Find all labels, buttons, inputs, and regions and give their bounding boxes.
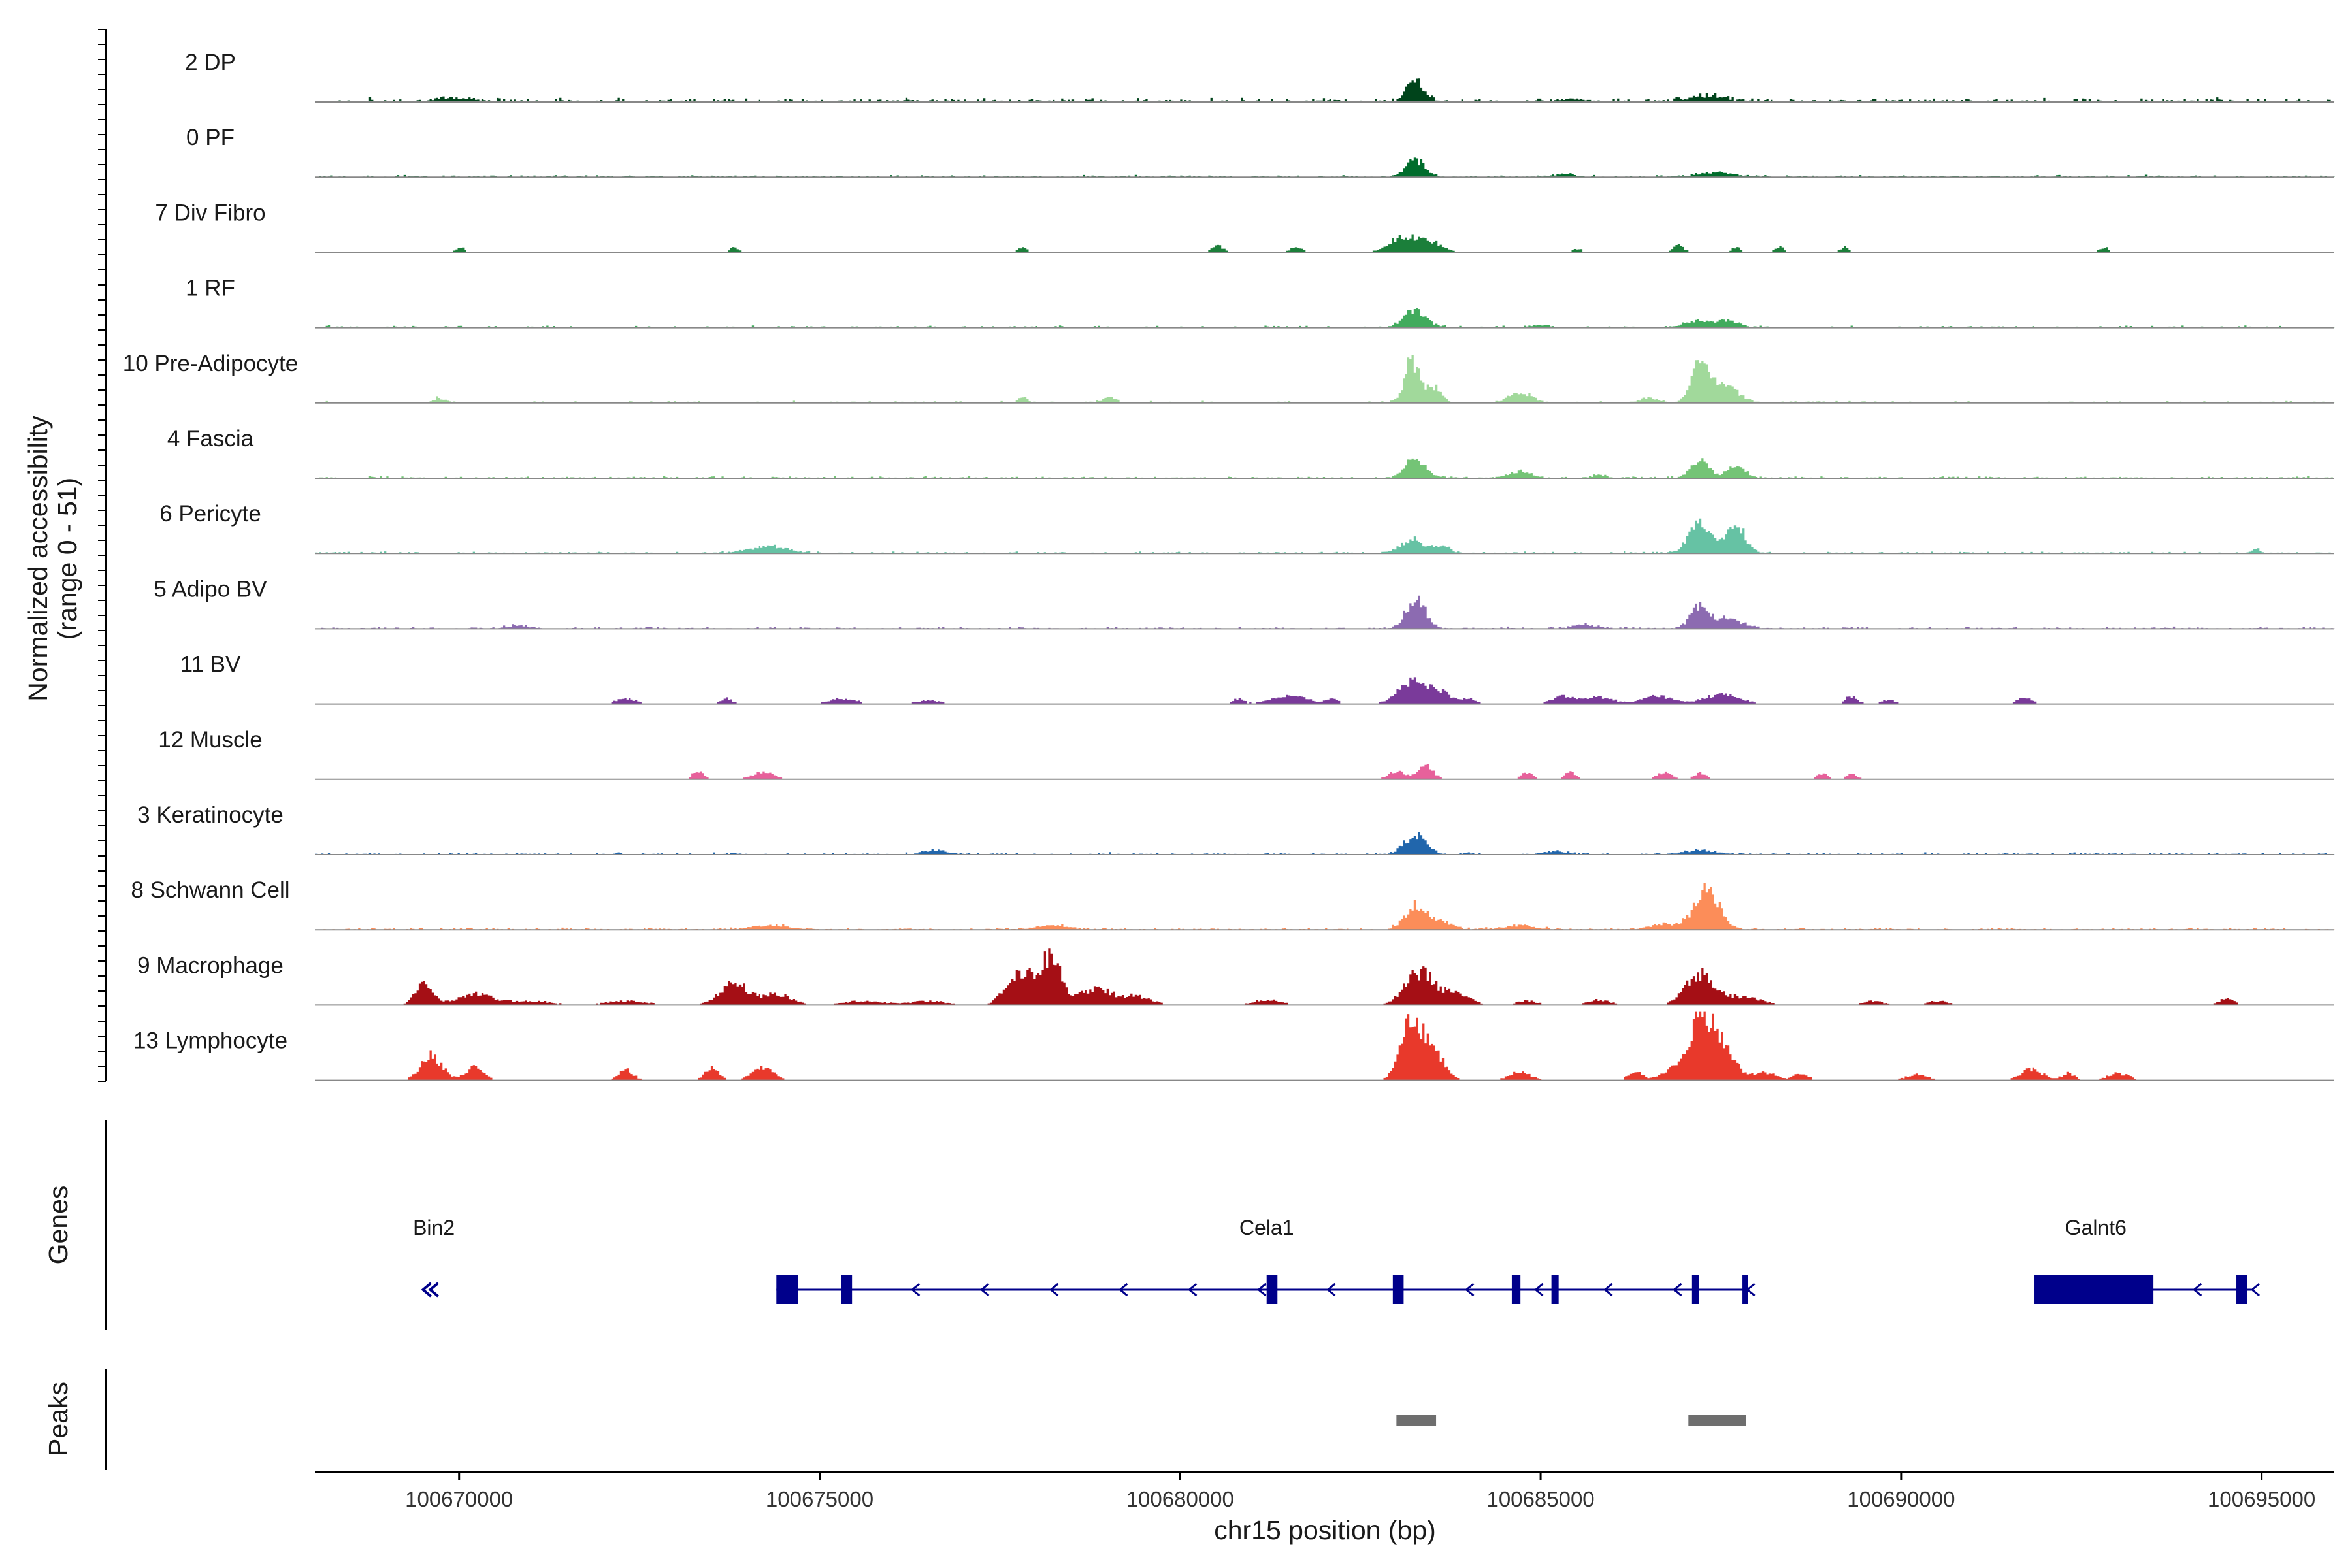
gene-exon <box>2034 1275 2154 1304</box>
coverage-tracks: 2 DP 0 PF 7 Div Fibro 1 RF 10 Pre-Adipocyte 4… <box>123 50 2336 1081</box>
gene-exon <box>1266 1275 1278 1304</box>
strand-arrow <box>1257 1282 1267 1297</box>
track-7-div-fibro: 7 Div Fibro <box>155 200 2336 253</box>
gene-exon <box>1392 1275 1404 1304</box>
strand-arrow <box>421 1282 432 1298</box>
y-axis-title-line1: Normalized accessibility <box>23 416 53 702</box>
x-tick-label: 100680000 <box>1126 1487 1234 1511</box>
coverage-area <box>315 832 2336 855</box>
coverage-area <box>315 595 2336 629</box>
peaks-panel: Peaks <box>43 1369 1746 1470</box>
gene-galnt6: Galnt6 <box>2034 1216 2261 1304</box>
track-4-fascia: 4 Fascia <box>167 426 2336 479</box>
peak-region <box>1396 1415 1437 1426</box>
x-tick-label: 100690000 <box>1847 1487 1955 1511</box>
gene-exon <box>841 1275 853 1304</box>
strand-arrow <box>1119 1282 1128 1297</box>
track-5-adipo-bv: 5 Adipo BV <box>154 576 2336 630</box>
track-11-bv: 11 BV <box>180 652 2336 705</box>
gene-exon <box>1511 1275 1521 1304</box>
track-12-muscle: 12 Muscle <box>158 727 2336 780</box>
coverage-area <box>315 1011 2336 1081</box>
strand-arrow <box>1465 1282 1475 1297</box>
coverage-area <box>315 157 2336 178</box>
peak-region <box>1688 1415 1746 1426</box>
track-3-keratinocyte: 3 Keratinocyte <box>137 802 2336 855</box>
track-label: 2 DP <box>185 50 236 75</box>
track-label: 12 Muscle <box>158 727 263 753</box>
strand-arrow <box>2192 1282 2202 1297</box>
strand-arrow <box>1049 1282 1059 1297</box>
coverage-area <box>315 78 2336 102</box>
track-label: 6 Pericyte <box>159 501 261 527</box>
gene-label: Bin2 <box>413 1216 455 1239</box>
track-label: 4 Fascia <box>167 426 254 451</box>
gene-exon <box>2236 1275 2247 1304</box>
coverage-area <box>315 764 2336 779</box>
track-8-schwann-cell: 8 Schwann Cell <box>131 877 2336 931</box>
coverage-area <box>315 948 2336 1005</box>
track-0-pf: 0 PF <box>186 125 2336 178</box>
track-label: 9 Macrophage <box>137 953 284 978</box>
track-label: 13 Lymphocyte <box>133 1028 287 1054</box>
track-1-rf: 1 RF <box>186 276 2336 329</box>
track-6-pericyte: 6 Pericyte <box>159 501 2336 555</box>
coverage-area <box>315 458 2336 478</box>
strand-arrow <box>2250 1282 2261 1297</box>
y-axis-title-line2: (range 0 - 51) <box>52 478 82 640</box>
genes-title: Genes <box>43 1186 73 1265</box>
gene-bin2: Bin2 <box>413 1216 455 1298</box>
track-label: 8 Schwann Cell <box>131 877 289 903</box>
y-axis <box>98 29 107 1082</box>
coverage-area <box>315 355 2336 403</box>
gene-cela1: Cela1 <box>776 1216 1756 1304</box>
strand-arrow <box>910 1282 921 1297</box>
gene-label: Cela1 <box>1239 1216 1294 1239</box>
x-tick-label: 100675000 <box>766 1487 874 1511</box>
coverage-area <box>315 883 2336 930</box>
strand-arrow <box>1746 1282 1756 1297</box>
track-label: 7 Div Fibro <box>155 200 265 225</box>
coverage-area <box>315 677 2336 704</box>
x-axis: 100670000 100675000 100680000 100685000 1006… <box>315 1471 2334 1511</box>
strand-arrow <box>979 1282 990 1297</box>
track-label: 5 Adipo BV <box>154 576 267 602</box>
track-label: 3 Keratinocyte <box>137 802 284 828</box>
gene-exon <box>1551 1275 1559 1304</box>
strand-arrow <box>428 1282 439 1298</box>
track-13-lymphocyte: 13 Lymphocyte <box>133 1011 2336 1081</box>
track-label: 10 Pre-Adipocyte <box>123 351 298 376</box>
gene-exon <box>1691 1275 1699 1304</box>
strand-arrow <box>1603 1282 1613 1297</box>
gene-label: Galnt6 <box>2065 1216 2127 1239</box>
x-axis-title: chr15 position (bp) <box>1214 1515 1436 1545</box>
strand-arrow <box>1534 1282 1544 1297</box>
strand-arrow <box>1673 1282 1682 1297</box>
peaks-title: Peaks <box>43 1382 73 1456</box>
x-tick-label: 100695000 <box>2208 1487 2315 1511</box>
x-tick-label: 100685000 <box>1486 1487 1594 1511</box>
track-label: 1 RF <box>186 276 235 301</box>
strand-arrow <box>1188 1282 1198 1297</box>
track-10-pre-adipocyte: 10 Pre-Adipocyte <box>123 351 2336 404</box>
genes-panel: Genes Bin2 Cela1 Galnt6 <box>43 1120 2261 1330</box>
coverage-area <box>315 234 2336 253</box>
x-tick-label: 100670000 <box>405 1487 513 1511</box>
coverage-area <box>315 308 2336 328</box>
gene-exon <box>1742 1275 1748 1304</box>
strand-arrow <box>1326 1282 1336 1297</box>
track-2-dp: 2 DP <box>185 50 2336 103</box>
coverage-area <box>315 518 2336 554</box>
gene-exon <box>776 1275 798 1304</box>
track-label: 0 PF <box>186 125 235 150</box>
track-label: 11 BV <box>180 652 241 678</box>
track-9-macrophage: 9 Macrophage <box>137 948 2336 1006</box>
